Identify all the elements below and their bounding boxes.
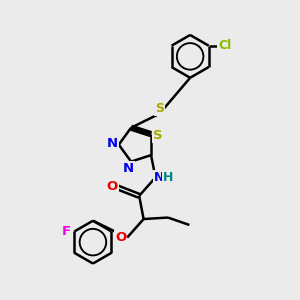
Text: Cl: Cl <box>218 39 232 52</box>
Text: O: O <box>107 179 118 193</box>
Text: N: N <box>123 162 134 175</box>
Text: S: S <box>153 129 162 142</box>
Text: O: O <box>115 231 126 244</box>
Text: S: S <box>155 102 164 115</box>
Text: H: H <box>163 171 173 184</box>
Text: N: N <box>107 137 118 150</box>
Text: F: F <box>61 225 70 238</box>
Text: N: N <box>154 171 164 184</box>
